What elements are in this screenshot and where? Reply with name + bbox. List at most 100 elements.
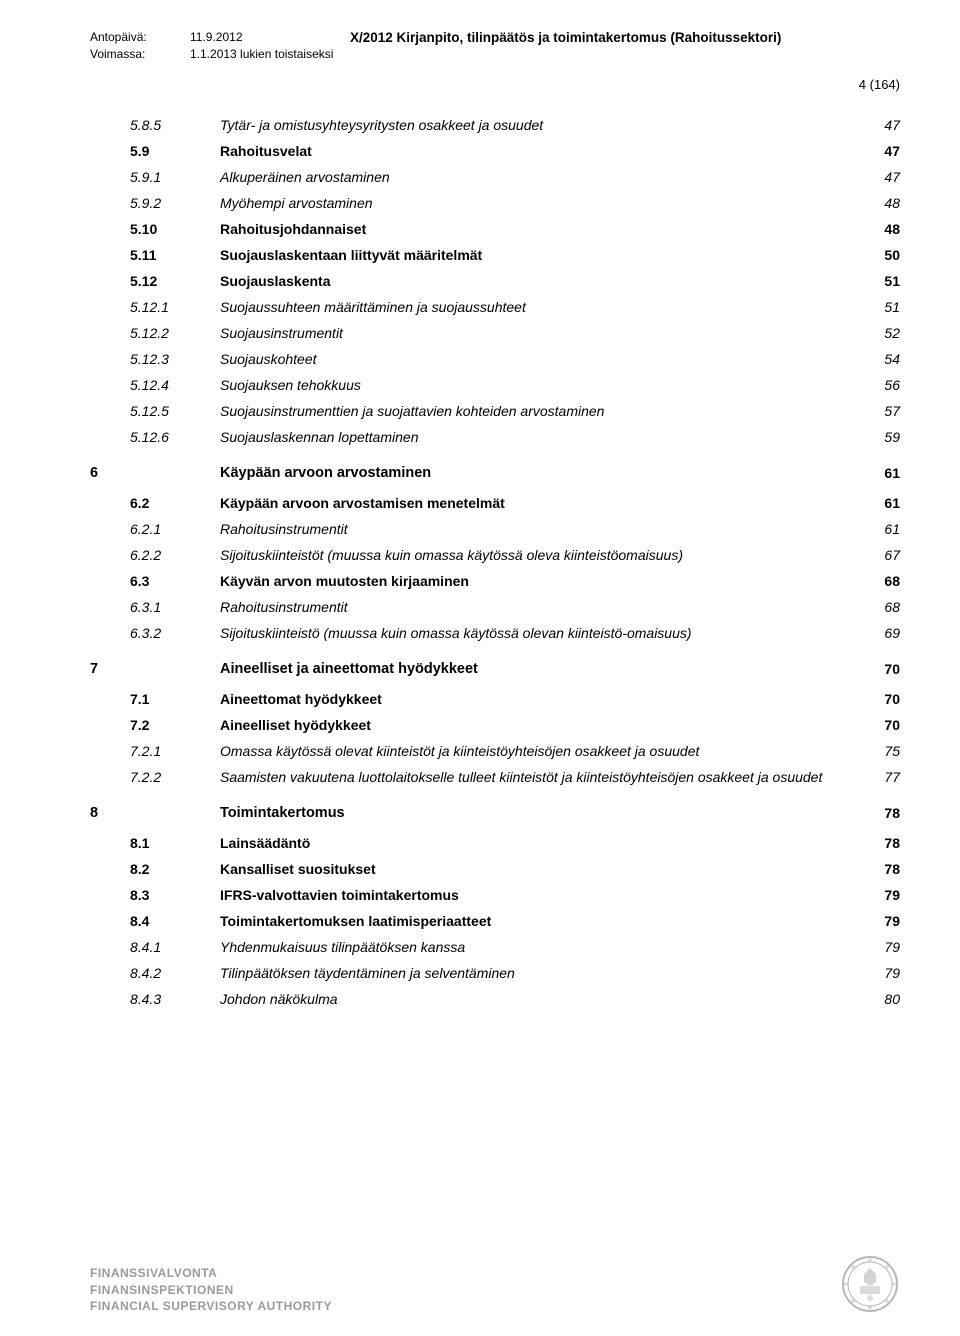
toc-section-num: 5.12 [130,273,220,289]
toc-title: Suojauskohteet [220,351,860,367]
toc-section-num: 6.2.1 [130,521,220,537]
toc-page: 47 [860,143,900,159]
toc-section-num: 8.1 [130,835,220,851]
toc-row: 7.2.1Omassa käytössä olevat kiinteistöt … [90,738,900,764]
header-row-2: Voimassa: 1.1.2013 lukien toistaiseksi [90,47,900,61]
toc-title: Suojauslaskennan lopettaminen [220,429,860,445]
toc-page: 61 [860,521,900,537]
toc-title: Yhdenmukaisuus tilinpäätöksen kanssa [220,939,860,955]
toc-row: 5.12Suojauslaskenta51 [90,268,900,294]
toc-row: 5.12.4Suojauksen tehokkuus56 [90,372,900,398]
toc-row: 8.4.1Yhdenmukaisuus tilinpäätöksen kanss… [90,934,900,960]
table-of-contents: 5.8.5Tytär- ja omistusyhteysyritysten os… [0,92,960,1012]
header-value-antopaiva: 11.9.2012 [190,30,350,45]
toc-page: 79 [860,913,900,929]
toc-section-num: 8.4.3 [130,991,220,1007]
toc-section-num: 8.4.1 [130,939,220,955]
toc-section-num: 5.9 [130,143,220,159]
toc-section-num: 6.2 [130,495,220,511]
toc-page: 68 [860,573,900,589]
toc-row: 6.2Käypään arvoon arvostamisen menetelmä… [90,490,900,516]
toc-row: 5.9.2Myöhempi arvostaminen48 [90,190,900,216]
toc-row: 8 Toimintakertomus78 [90,800,900,826]
toc-page: 78 [860,835,900,851]
toc-row: 5.12.2Suojausinstrumentit52 [90,320,900,346]
document-header: Antopäivä: 11.9.2012 X/2012 Kirjanpito, … [0,0,960,71]
toc-section-num: 7.2.2 [130,769,220,785]
toc-chapter-num: 7 [90,661,130,677]
toc-page: 68 [860,599,900,615]
toc-page: 56 [860,377,900,393]
toc-row: 5.12.5Suojausinstrumenttien ja suojattav… [90,398,900,424]
toc-chapter-num: 8 [90,805,130,821]
toc-page: 51 [860,299,900,315]
toc-section-num: 5.11 [130,247,220,263]
toc-section-num: 5.8.5 [130,117,220,133]
toc-section-num: 8.2 [130,861,220,877]
toc-page: 52 [860,325,900,341]
toc-title: Rahoitusinstrumentit [220,521,860,537]
toc-row: 7.2Aineelliset hyödykkeet70 [90,712,900,738]
toc-row: 6.3.2Sijoituskiinteistö (muussa kuin oma… [90,620,900,646]
emblem-icon [840,1254,900,1314]
toc-page: 79 [860,887,900,903]
page-footer: FINANSSIVALVONTA FINANSINSPEKTIONEN FINA… [0,1254,960,1314]
toc-row: 5.11Suojauslaskentaan liittyvät määritel… [90,242,900,268]
toc-section-num: 6.3.1 [130,599,220,615]
toc-section-num: 7.2.1 [130,743,220,759]
toc-page: 61 [860,495,900,511]
toc-title: Käypään arvoon arvostamisen menetelmät [220,495,860,511]
toc-page: 54 [860,351,900,367]
toc-title: Rahoitusvelat [220,143,860,159]
toc-title: Suojauslaskentaan liittyvät määritelmät [220,247,860,263]
toc-page: 47 [860,169,900,185]
toc-page: 67 [860,547,900,563]
footer-line-2: FINANSINSPEKTIONEN [90,1282,332,1298]
toc-page: 61 [860,465,900,481]
toc-row: 5.10Rahoitusjohdannaiset48 [90,216,900,242]
toc-page: 79 [860,965,900,981]
toc-section-num: 5.12.3 [130,351,220,367]
toc-section-num: 8.3 [130,887,220,903]
toc-page: 59 [860,429,900,445]
toc-row: 5.8.5Tytär- ja omistusyhteysyritysten os… [90,112,900,138]
toc-row: 8.3IFRS-valvottavien toimintakertomus79 [90,882,900,908]
toc-row: 6Käypään arvoon arvostaminen61 [90,460,900,486]
toc-page: 78 [860,861,900,877]
toc-row: 6.2.1Rahoitusinstrumentit61 [90,516,900,542]
toc-row: 7 Aineelliset ja aineettomat hyödykkeet70 [90,656,900,682]
toc-row: 5.9.1Alkuperäinen arvostaminen47 [90,164,900,190]
header-row-1: Antopäivä: 11.9.2012 X/2012 Kirjanpito, … [90,30,900,45]
toc-title: Rahoitusjohdannaiset [220,221,860,237]
toc-title: IFRS-valvottavien toimintakertomus [220,887,860,903]
toc-title: Saamisten vakuutena luottolaitokselle tu… [220,769,860,785]
toc-row: 7.1Aineettomat hyödykkeet70 [90,686,900,712]
toc-section-num: 5.12.2 [130,325,220,341]
toc-section-num: 5.12.6 [130,429,220,445]
toc-title: Suojauksen tehokkuus [220,377,860,393]
toc-section-num: 5.10 [130,221,220,237]
toc-page: 78 [860,805,900,821]
toc-chapter-num: 6 [90,465,130,481]
toc-section-num: 5.12.4 [130,377,220,393]
toc-page: 70 [860,661,900,677]
toc-section-num: 8.4 [130,913,220,929]
toc-title: Omassa käytössä olevat kiinteistöt ja ki… [220,743,860,759]
toc-title: Sijoituskiinteistöt (muussa kuin omassa … [220,547,860,563]
toc-section-num: 5.9.1 [130,169,220,185]
toc-page: 69 [860,625,900,641]
toc-row: 8.4.3Johdon näkökulma80 [90,986,900,1012]
toc-title: Aineelliset ja aineettomat hyödykkeet [220,661,860,677]
toc-row: 5.12.6Suojauslaskennan lopettaminen59 [90,424,900,450]
toc-page: 79 [860,939,900,955]
toc-section-num: 5.12.1 [130,299,220,315]
toc-row: 8.4Toimintakertomuksen laatimisperiaatte… [90,908,900,934]
toc-page: 80 [860,991,900,1007]
toc-title: Käyvän arvon muutosten kirjaaminen [220,573,860,589]
header-label-voimassa: Voimassa: [90,47,190,61]
document-title: X/2012 Kirjanpito, tilinpäätös ja toimin… [350,30,900,45]
toc-title: Kansalliset suositukset [220,861,860,877]
toc-page: 50 [860,247,900,263]
toc-title: Sijoituskiinteistö (muussa kuin omassa k… [220,625,860,641]
toc-title: Toimintakertomus [220,805,860,821]
